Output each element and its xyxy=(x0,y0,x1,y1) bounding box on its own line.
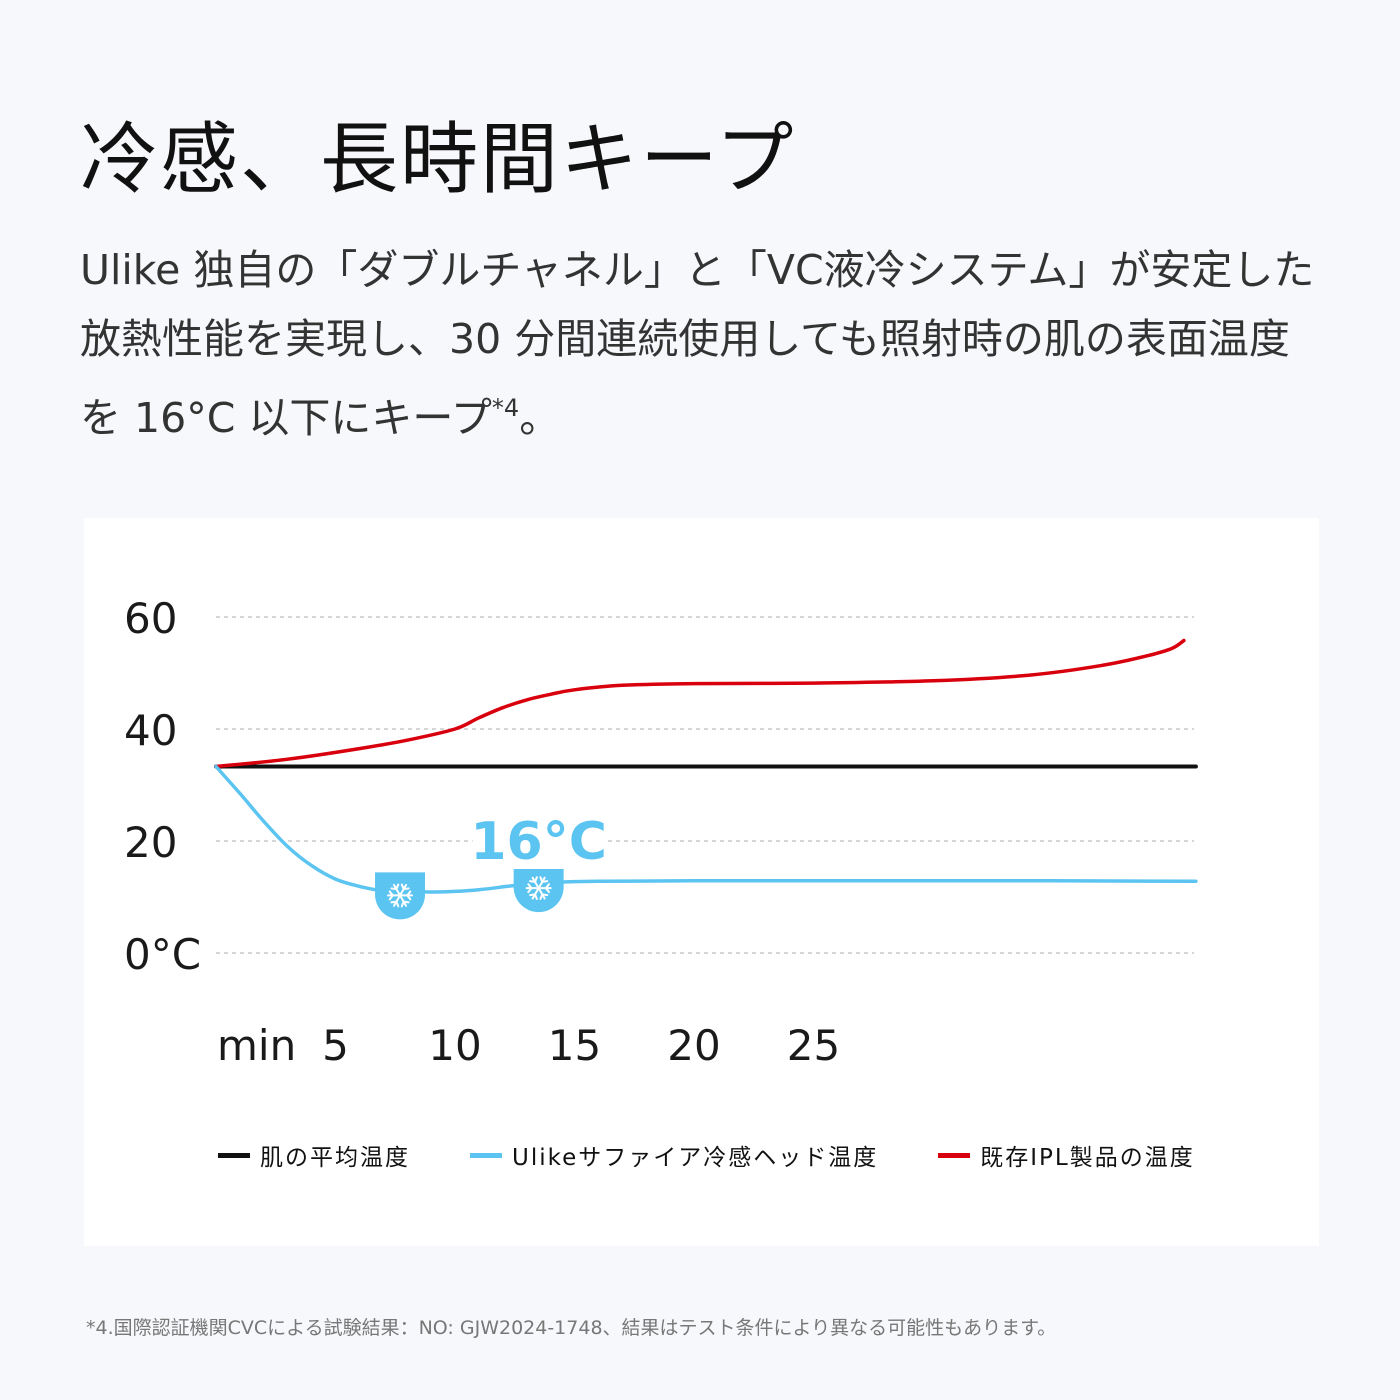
annotations: 16°C xyxy=(470,805,607,872)
snowflake-branch xyxy=(539,893,544,901)
y-axis-ticks: 60 40 20 0°C xyxy=(124,594,201,979)
annotation-background xyxy=(472,805,605,869)
footnote-ref: *4 xyxy=(491,394,520,422)
snowflake-branch xyxy=(541,880,549,883)
legend-swatch xyxy=(218,1152,250,1158)
legend-ulike: Ulikeサファイア冷感ヘッド温度 xyxy=(470,1138,878,1172)
snowflake-branch xyxy=(534,876,538,883)
y-tick-label: 20 xyxy=(124,818,177,867)
x-tick-label: 15 xyxy=(548,1021,601,1070)
description-main: Ulike 独自の「ダブルチャネル」と「VC液冷システム」が安定した放熱性能を実… xyxy=(80,246,1315,442)
temperature-chart: 60 40 20 0°C 16°C min 5 10 15 20 25 xyxy=(124,594,1198,1070)
ulike-head-temperature-line xyxy=(214,764,1198,894)
grid xyxy=(216,616,1194,954)
y-tick-label: 60 xyxy=(124,594,177,643)
snowflake-glyph xyxy=(525,876,552,901)
snowflake-branch xyxy=(406,894,412,901)
y-tick-label: 40 xyxy=(124,706,177,755)
series xyxy=(214,638,1198,894)
x-tick-label: 10 xyxy=(428,1021,481,1070)
x-tick-label: 25 xyxy=(787,1021,840,1070)
ipl-temperature-line xyxy=(214,638,1186,769)
snowflake-branch xyxy=(388,890,394,897)
legend-label: 肌の平均温度 xyxy=(260,1145,410,1171)
snowflake-icon xyxy=(513,865,564,913)
chart-legend: 肌の平均温度 Ulikeサファイア冷感ヘッド温度 既存IPL製品の温度 xyxy=(218,1138,1255,1172)
markers xyxy=(375,865,564,920)
snowflake-branch xyxy=(400,900,405,908)
snowflake-icon xyxy=(375,872,426,920)
legend-swatch xyxy=(470,1152,502,1158)
legend-label: 既存IPL製品の温度 xyxy=(980,1145,1195,1171)
snowflake-branch xyxy=(390,900,398,904)
description: Ulike 独自の「ダブルチャネル」と「VC液冷システム」が安定した放熱性能を実… xyxy=(80,236,1330,453)
snowflake-glyph xyxy=(387,883,414,908)
footnote: *4.国際認証機関CVCによる試験結果：NO: GJW2024-1748、結果は… xyxy=(86,1317,1057,1339)
chart-panel: 60 40 20 0°C 16°C min 5 10 15 20 25 xyxy=(84,518,1319,1246)
description-end: 。 xyxy=(519,394,561,442)
legend-ipl: 既存IPL製品の温度 xyxy=(938,1138,1194,1172)
legend-swatch xyxy=(938,1152,971,1158)
annotation-16c: 16°C xyxy=(470,812,607,872)
legend-skin: 肌の平均温度 xyxy=(218,1138,410,1172)
snowflake-branch xyxy=(544,887,550,894)
x-axis-ticks: min 5 10 15 20 25 xyxy=(217,1021,840,1070)
snowflake-branch xyxy=(395,883,400,891)
snowflake-branch xyxy=(529,893,537,897)
y-tick-label: 0°C xyxy=(124,930,201,979)
legend-label: Ulikeサファイア冷感ヘッド温度 xyxy=(512,1145,879,1171)
x-tick-label: 20 xyxy=(667,1021,720,1070)
x-axis-label: min xyxy=(217,1021,296,1070)
snowflake-branch xyxy=(402,887,410,891)
x-tick-label: 5 xyxy=(322,1021,349,1070)
page-title: 冷感、長時間キープ xyxy=(80,115,796,205)
snowflake-branch xyxy=(527,883,533,890)
